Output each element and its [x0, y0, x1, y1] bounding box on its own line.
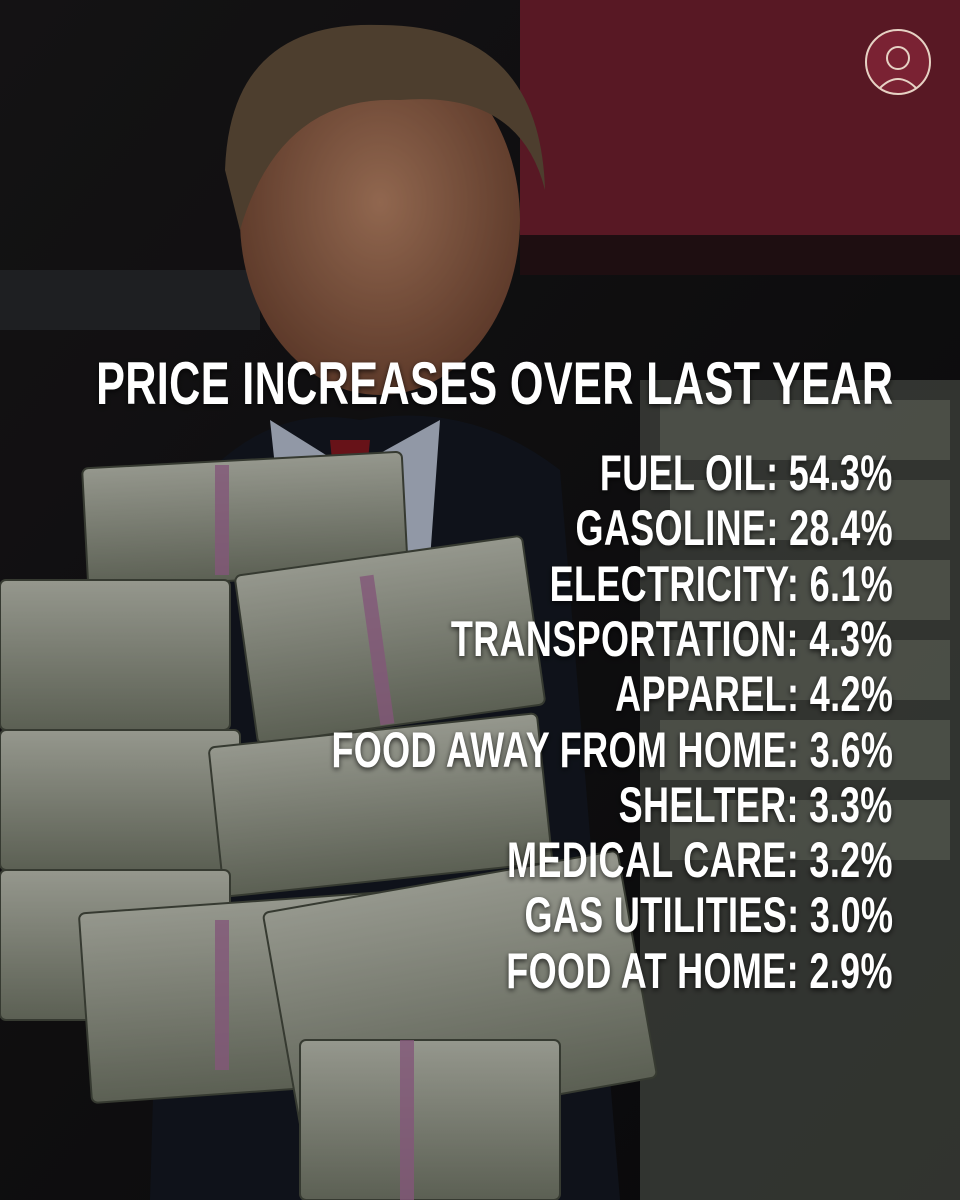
price-item: TRANSPORTATION: 4.3% [451, 610, 893, 667]
price-item: SHELTER: 3.3% [618, 776, 893, 833]
price-item: FOOD AWAY FROM HOME: 3.6% [331, 721, 893, 778]
price-item: MEDICAL CARE: 3.2% [507, 832, 893, 889]
price-item: GASOLINE: 28.4% [575, 500, 893, 557]
title: PRICE INCREASES OVER LAST YEAR [95, 350, 893, 417]
price-item: FOOD AT HOME: 2.9% [506, 942, 893, 999]
price-item: APPAREL: 4.2% [614, 666, 893, 723]
price-item: GAS UTILITIES: 3.0% [524, 887, 893, 944]
logo [865, 29, 931, 95]
price-item: ELECTRICITY: 6.1% [549, 555, 893, 612]
price-item: FUEL OIL: 54.3% [600, 445, 893, 501]
